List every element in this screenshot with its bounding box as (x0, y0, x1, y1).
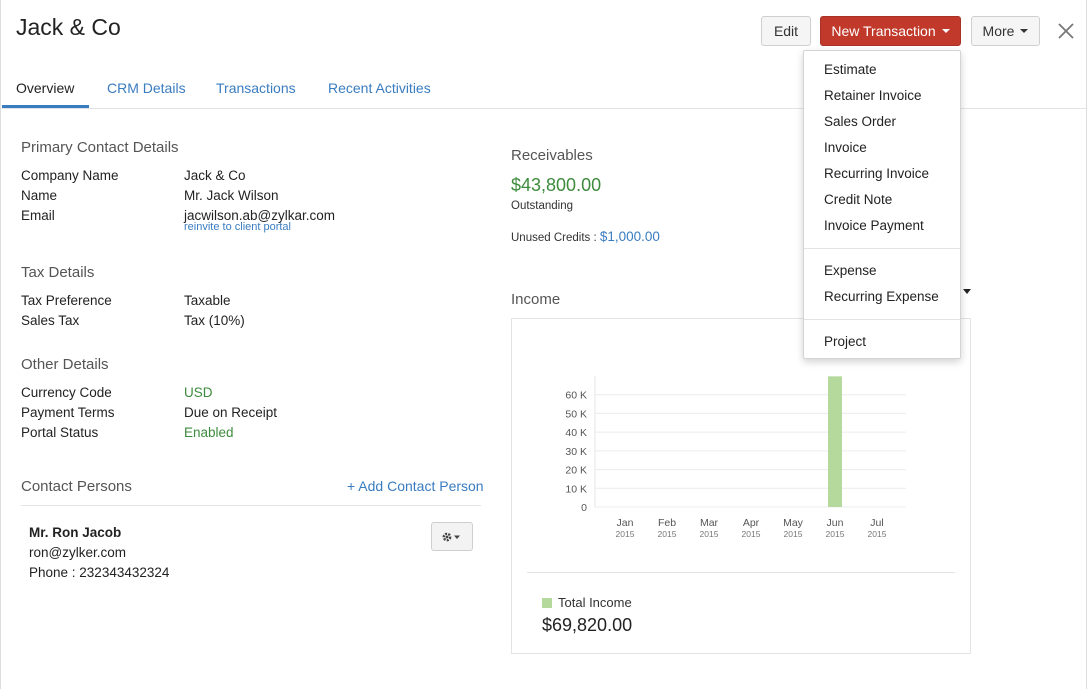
x-tick-month: Apr (743, 517, 760, 529)
y-tick-label: 0 (581, 502, 587, 514)
portal-status-value: Enabled (184, 425, 234, 440)
name-label: Name (21, 188, 58, 203)
contact-settings-button[interactable] (431, 522, 473, 551)
menu-item-credit-note[interactable]: Credit Note (824, 192, 893, 207)
tax-preference-label: Tax Preference (21, 293, 112, 308)
tax-preference-value: Taxable (184, 293, 231, 308)
contact-person-phone: Phone : 232343432324 (29, 565, 170, 580)
tab-recent-activities[interactable]: Recent Activities (328, 80, 431, 96)
menu-item-project[interactable]: Project (824, 334, 867, 349)
menu-item-invoice[interactable]: Invoice (824, 140, 867, 155)
x-tick-year: 2015 (742, 529, 761, 539)
y-tick-label: 30 K (565, 446, 587, 458)
y-tick-label: 10 K (565, 483, 587, 495)
other-details-heading: Other Details (21, 356, 109, 373)
currency-code-label: Currency Code (21, 385, 112, 400)
new-transaction-button[interactable]: New Transaction (820, 16, 961, 46)
menu-item-retainer-invoice[interactable]: Retainer Invoice (824, 88, 922, 103)
currency-code-value[interactable]: USD (184, 385, 213, 400)
company-name-label: Company Name (21, 168, 119, 183)
primary-contact-heading: Primary Contact Details (21, 139, 179, 156)
income-chart: 010 K20 K30 K40 K50 K60 KJan2015Feb2015M… (565, 376, 906, 539)
close-icon[interactable] (1057, 22, 1075, 40)
page-title: Jack & Co (16, 14, 121, 40)
unused-credits-value[interactable]: $1,000.00 (599, 229, 660, 244)
menu-separator (804, 248, 960, 249)
email-label: Email (21, 208, 55, 223)
y-tick-label: 60 K (565, 390, 587, 402)
contact-person-name: Mr. Ron Jacob (29, 525, 122, 540)
sales-tax-value: Tax (10%) (184, 313, 245, 328)
payment-terms-value: Due on Receipt (184, 405, 278, 420)
x-tick-year: 2015 (784, 529, 803, 539)
legend-swatch (542, 598, 552, 608)
total-income-value: $69,820.00 (542, 615, 633, 635)
menu-item-recurring-invoice[interactable]: Recurring Invoice (824, 166, 930, 181)
chart-divider (527, 572, 955, 573)
frame-left-border (0, 0, 1, 689)
company-name-value: Jack & Co (184, 168, 246, 183)
x-tick-month: Jun (827, 517, 844, 529)
caret-down-icon (941, 29, 950, 33)
menu-item-estimate[interactable]: Estimate (824, 62, 877, 77)
income-heading: Income (511, 291, 561, 308)
legend-label: Total Income (558, 595, 632, 610)
reinvite-portal-link[interactable]: reinvite to client portal (184, 221, 291, 233)
gear-icon (442, 532, 460, 541)
sales-tax-label: Sales Tax (21, 313, 80, 328)
x-tick-year: 2015 (826, 529, 845, 539)
menu-item-sales-order[interactable]: Sales Order (824, 114, 897, 129)
x-tick-year: 2015 (868, 529, 887, 539)
chart-bar (828, 376, 842, 507)
payment-terms-label: Payment Terms (21, 405, 115, 420)
add-contact-person-link[interactable]: + Add Contact Person (347, 478, 484, 494)
tax-details-heading: Tax Details (21, 264, 95, 281)
edit-button[interactable]: Edit (761, 16, 811, 46)
name-value: Mr. Jack Wilson (184, 188, 279, 203)
x-tick-month: May (783, 517, 804, 529)
email-value: jacwilson.ab@zylkar.com (184, 208, 336, 223)
receivables-heading: Receivables (511, 147, 593, 164)
x-tick-month: Feb (658, 517, 676, 529)
tab-crm-details[interactable]: CRM Details (107, 80, 186, 96)
active-tab-indicator (2, 105, 89, 108)
menu-item-expense[interactable]: Expense (824, 263, 877, 278)
menu-item-invoice-payment[interactable]: Invoice Payment (824, 218, 924, 233)
x-tick-month: Jan (617, 517, 634, 529)
unused-credits: Unused Credits : $1,000.00 (511, 229, 660, 244)
caret-down-icon (1020, 29, 1029, 33)
x-tick-month: Mar (700, 517, 719, 529)
y-tick-label: 50 K (565, 408, 587, 420)
contact-persons-heading: Contact Persons (21, 478, 132, 495)
contact-divider (21, 505, 481, 506)
period-dropdown-icon[interactable] (963, 289, 971, 294)
receivables-amount: $43,800.00 (511, 175, 602, 195)
x-tick-month: Jul (870, 517, 883, 529)
income-chart-card: 0 10 K 20 K 30 K 40 K 50 K 60 K Jan 2015 Feb 2015 M… (511, 318, 971, 654)
x-tick-year: 2015 (616, 529, 635, 539)
x-tick-year: 2015 (658, 529, 677, 539)
menu-item-recurring-expense[interactable]: Recurring Expense (824, 289, 939, 304)
x-tick-year: 2015 (700, 529, 719, 539)
y-tick-label: 40 K (565, 427, 587, 439)
receivables-status: Outstanding (511, 200, 574, 212)
unused-credits-label: Unused Credits : (511, 232, 597, 244)
more-button-label: More (982, 23, 1015, 39)
tab-overview[interactable]: Overview (16, 80, 75, 96)
new-transaction-label: New Transaction (831, 23, 936, 39)
menu-separator (804, 319, 960, 320)
contact-person-email: ron@zylker.com (29, 545, 126, 560)
portal-status-label: Portal Status (21, 425, 99, 440)
tab-bar: Overview CRM Details Transactions Recent… (0, 70, 1086, 109)
new-transaction-menu: Estimate Retainer Invoice Sales Order In… (803, 50, 961, 359)
more-button[interactable]: More (971, 16, 1040, 46)
tab-transactions[interactable]: Transactions (216, 80, 296, 96)
edit-button-label: Edit (773, 23, 799, 39)
y-tick-label: 20 K (565, 465, 587, 477)
